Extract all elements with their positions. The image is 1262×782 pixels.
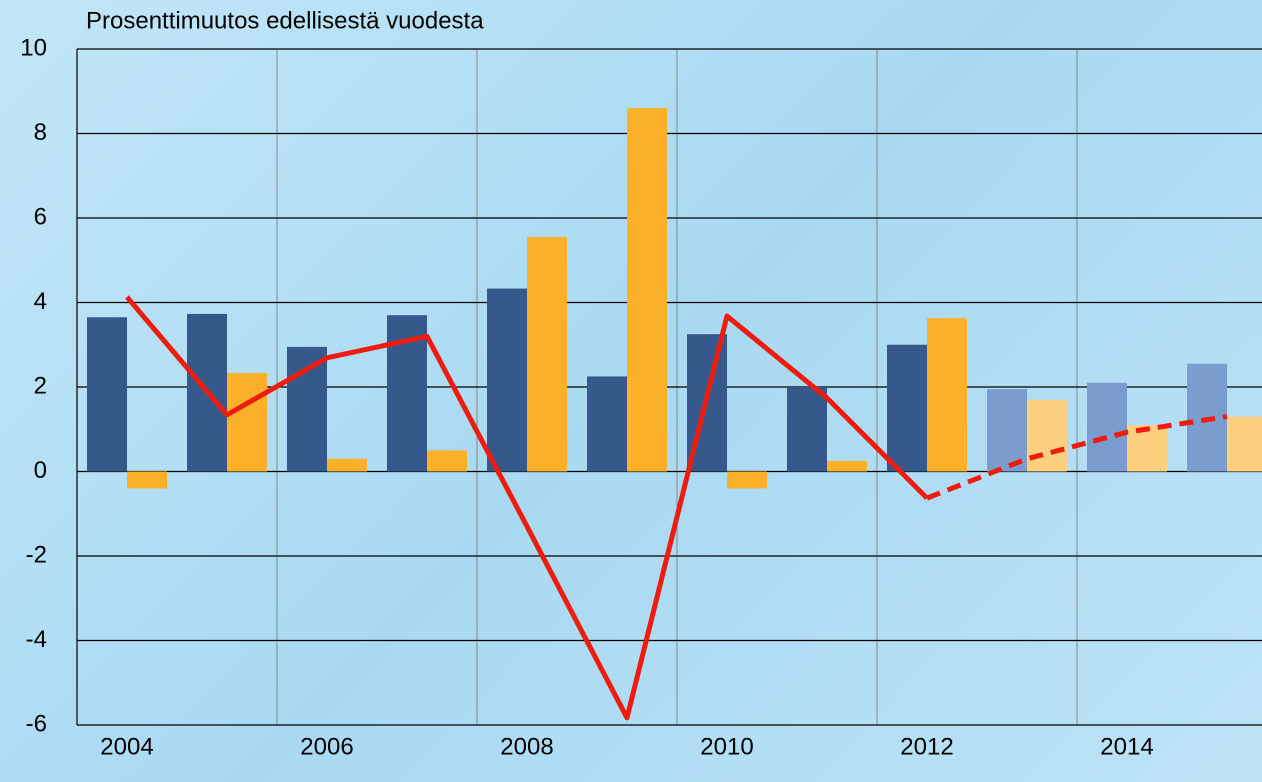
x-tick-label: 2004	[100, 733, 153, 760]
line-series	[125, 295, 929, 721]
x-tick-label: 2010	[700, 733, 753, 760]
bar	[1087, 382, 1127, 472]
y-tick-label: 4	[34, 288, 47, 315]
x-tick-label: 2006	[300, 733, 353, 760]
y-tick-label: -4	[26, 626, 47, 653]
bar	[127, 471, 167, 489]
bar	[427, 450, 467, 472]
bar	[227, 373, 267, 472]
y-tick-label: 10	[20, 34, 47, 61]
bar	[827, 460, 867, 472]
y-tick-label: -6	[26, 710, 47, 737]
bar	[987, 389, 1027, 472]
y-tick-label: -2	[26, 541, 47, 568]
bar	[587, 376, 627, 472]
bar	[927, 318, 967, 472]
x-tick-label: 2014	[1100, 733, 1153, 760]
bar	[487, 288, 527, 472]
bar	[727, 471, 767, 489]
y-tick-label: 0	[34, 457, 47, 484]
x-tick-label: 2012	[900, 733, 953, 760]
bar	[527, 237, 567, 472]
bar	[327, 458, 367, 472]
line-series-forecast	[926, 414, 1228, 501]
bar	[1027, 399, 1067, 472]
bar	[887, 344, 927, 472]
bar	[787, 387, 827, 472]
bar	[1127, 425, 1167, 472]
chart-title: Prosenttimuutos edellisestä vuodesta	[86, 7, 484, 34]
bar	[627, 108, 667, 472]
bar	[287, 346, 327, 472]
bar	[1227, 416, 1262, 472]
x-tick-label: 2008	[500, 733, 553, 760]
bar	[87, 317, 127, 472]
y-tick-label: 2	[34, 372, 47, 399]
y-tick-label: 6	[34, 203, 47, 230]
y-tick-label: 8	[34, 119, 47, 146]
